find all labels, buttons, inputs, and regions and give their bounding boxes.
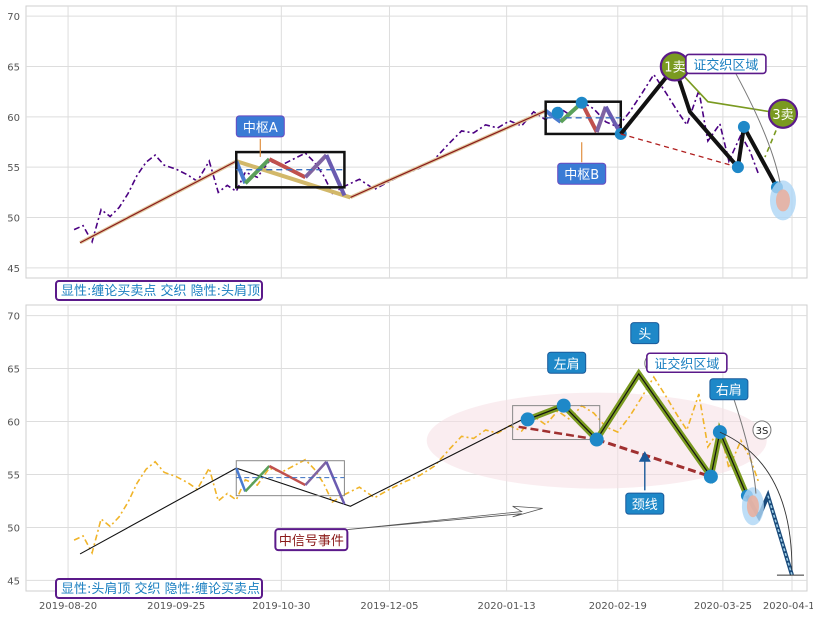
pattern-label-box [630,322,660,345]
neckline [620,133,739,168]
pivot-dot [731,161,744,174]
y-tick-label: 55 [7,163,20,174]
zhongshu-label-box [557,162,607,185]
bottom-legend: 显性:头肩顶 交织 隐性:缠论买卖点 [55,578,263,599]
interweave-label: 证交织区域 [693,57,758,73]
stroke-segment [235,159,352,200]
interweave-label: 证交织区域 [654,356,719,372]
x-tick-label: 2019-12-05 [360,601,418,612]
zhongshu-stroke [235,467,247,492]
y-tick-label: 60 [7,418,20,429]
zhongshu-label: 中枢A [243,121,278,136]
pivot-dot [551,106,564,119]
top-y-ticks: 45 50 55 60 65 70 [7,12,20,275]
zhongshu-stroke [325,461,346,505]
y-tick-label: 65 [7,365,20,376]
y-tick-label: 50 [7,523,20,534]
pivot-dot [737,120,750,133]
zhongshu-stroke [594,106,608,133]
target-arc [719,431,793,570]
pattern-label-box [274,528,349,552]
pattern-label: 头 [638,328,651,343]
x-tick-label: 2019-10-30 [252,601,310,612]
top-legend-text: 显性:缠论买卖点 交织 隐性:头肩顶 [61,283,260,299]
annotation-arrow [731,66,781,183]
sell-signal-label: 3卖 [772,108,793,123]
signal-core [775,189,790,212]
pivot-dot [589,432,604,447]
zhongshu-stroke [234,160,248,185]
top-plot-area [25,5,808,279]
neckline-arrowhead [638,451,651,462]
signal-marker [752,420,772,440]
zhongshu-stroke [243,157,271,185]
pattern-label-box [547,351,587,374]
sell-trend [674,65,784,115]
interweave-box [685,53,767,75]
stroke-segment [79,160,237,244]
x-ticks: 2019-08-20 2019-09-25 2019-10-30 2019-12-05… [39,601,813,612]
top-grid [26,6,807,278]
y-tick-label: 45 [7,576,20,587]
signal-core [746,495,759,518]
zhongshu-stroke [268,157,307,180]
pattern-label: 中信号事件 [279,534,344,549]
zhongshu-stroke [244,465,271,493]
breakdown-inner [767,495,793,576]
event-arrow [347,505,543,530]
zhongshu-stroke [304,460,328,486]
pattern-label-box [625,492,665,515]
sell-dashed [764,113,784,158]
x-tick-label: 2020-02-19 [589,601,647,612]
sell-signal-bubble [767,98,799,129]
x-tick-label: 2020-04-17 [763,601,813,612]
y-tick-label: 70 [7,12,20,23]
bottom-legend-text: 显性:头肩顶 交织 隐性:缠论买卖点 [61,581,260,597]
pattern-label: 左肩 [554,356,580,372]
pattern-label-box [709,378,749,401]
top-legend: 显性:缠论买卖点 交织 隐性:头肩顶 [55,280,263,301]
neckline-left [518,425,597,441]
top-marks: 中枢A 中枢B 1卖 3卖 证交织区域 [73,51,799,245]
y-tick-label: 60 [7,113,20,124]
y-tick-label: 45 [7,264,20,275]
signal-marker-label: 3S [756,426,769,437]
price-line [73,375,760,556]
x-tick-label: 2020-01-13 [478,601,536,612]
sell-signal-label: 1卖 [664,60,685,75]
interweave-box [646,352,728,374]
y-tick-label: 70 [7,312,20,323]
zhongshu-stroke [303,153,328,179]
pivot-dot [520,412,535,427]
y-tick-label: 65 [7,62,20,73]
pattern-label: 颈线 [632,498,658,513]
neckline [596,438,712,479]
zhongshu-label: 中枢B [564,168,599,183]
x-tick-label: 2019-08-20 [39,601,97,612]
y-tick-label: 50 [7,214,20,225]
pivot-dot [556,398,571,413]
pivot-dot [703,469,718,484]
zhongshu-stroke [268,464,306,487]
zhongshu-box [235,460,345,497]
pattern-label: 右肩 [716,383,742,399]
x-tick-label: 2019-09-25 [147,601,205,612]
bottom-y-ticks: 45 50 55 60 65 70 [7,312,20,588]
y-tick-label: 55 [7,470,20,481]
stroke-line [79,417,525,555]
pivot-dot [575,96,588,109]
zhongshu-stroke [324,154,347,197]
stroke-segment [350,110,546,198]
bottom-marks: 左肩头右肩颈线中信号事件1S3S证交织区域 [73,322,804,576]
zhongshu-label-box [235,115,285,138]
x-tick-label: 2020-03-25 [694,601,752,612]
